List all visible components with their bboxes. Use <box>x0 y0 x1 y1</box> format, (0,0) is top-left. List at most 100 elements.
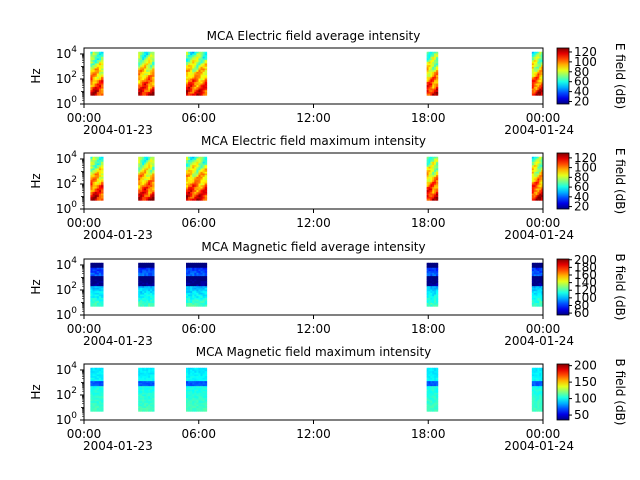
spectrogram-cell <box>537 190 540 193</box>
spectrogram-cell <box>192 407 195 410</box>
spectrogram-cell <box>426 389 429 392</box>
spectrogram-cell <box>192 287 195 290</box>
spectrogram-cell <box>192 379 195 382</box>
spectrogram-cell <box>192 63 195 66</box>
spectrogram-cell <box>430 282 433 285</box>
spectrogram-cell <box>428 166 431 169</box>
spectrogram-cell <box>140 185 143 188</box>
spectrogram-cell <box>537 297 540 300</box>
spectrogram-cell <box>94 178 98 181</box>
spectrogram-cell <box>537 90 540 93</box>
spectrogram-cell <box>426 165 429 168</box>
spectrogram-cell <box>198 274 201 277</box>
spectrogram-cell <box>202 266 206 269</box>
spectrogram-cell <box>144 286 147 289</box>
spectrogram-cell <box>202 65 206 68</box>
spectrogram-cell <box>186 198 189 201</box>
spectrogram-cell <box>196 176 199 179</box>
spectrogram-cell <box>140 264 143 267</box>
spectrogram-cell <box>150 171 153 174</box>
spectrogram-cell <box>428 188 431 191</box>
spectrogram-cell <box>190 367 193 370</box>
spectrogram-cell <box>186 389 189 392</box>
spectrogram-cell <box>188 264 191 267</box>
spectrogram-cell <box>198 402 201 405</box>
spectrogram-cell <box>196 292 199 295</box>
spectrogram-cell <box>192 171 195 174</box>
spectrogram-cell <box>533 76 536 79</box>
spectrogram-cell <box>138 78 141 81</box>
spectrogram-cell <box>200 382 203 385</box>
spectrogram-cell <box>204 286 208 289</box>
spectrogram-cell <box>202 60 206 63</box>
spectrogram-cell <box>426 198 429 201</box>
spectrogram-cell <box>198 389 201 392</box>
spectrogram-cell <box>531 287 535 290</box>
spectrogram-cell <box>144 188 147 191</box>
spectrogram-cell <box>541 196 544 199</box>
spectrogram-cell <box>92 63 96 66</box>
spectrogram-cell <box>94 158 98 161</box>
spectrogram-cell <box>101 196 104 199</box>
spectrogram-cell <box>192 272 195 275</box>
spectrogram-cell <box>188 161 191 164</box>
spectrogram-cell <box>202 389 206 392</box>
spectrogram-cell <box>200 287 203 290</box>
spectrogram-cell <box>140 387 143 390</box>
spectrogram-cell <box>186 376 189 379</box>
spectrogram-cell <box>533 93 536 96</box>
spectrogram-cell <box>533 264 536 267</box>
spectrogram-cell <box>142 267 145 270</box>
spectrogram-cell <box>539 158 542 161</box>
spectrogram-cell <box>430 65 433 68</box>
spectrogram-cell <box>531 53 535 56</box>
spectrogram-cell <box>152 160 155 163</box>
spectrogram-cell <box>142 170 145 173</box>
spectrogram-cell <box>188 406 191 409</box>
spectrogram-cell <box>202 279 206 282</box>
spectrogram-cell <box>140 80 143 83</box>
spectrogram-cell <box>533 66 536 69</box>
spectrogram-cell <box>196 61 199 64</box>
spectrogram-cell <box>186 384 189 387</box>
spectrogram-cell <box>428 83 431 86</box>
spectrogram-cell <box>98 73 102 76</box>
spectrogram-cell <box>430 71 433 74</box>
spectrogram-cell <box>148 83 151 86</box>
spectrogram-cell <box>541 269 544 272</box>
spectrogram-cell <box>537 401 540 404</box>
spectrogram-cell <box>430 86 433 89</box>
spectrogram-cell <box>142 266 145 269</box>
colorbar-tick-label: 180 <box>574 260 597 274</box>
spectrogram-cell <box>188 294 191 297</box>
spectrogram-cell <box>533 81 536 84</box>
spectrogram-cell <box>198 379 201 382</box>
spectrogram-cell <box>150 391 153 394</box>
data-block <box>138 51 155 96</box>
spectrogram-cell <box>94 193 98 196</box>
spectrogram-cell <box>98 272 102 275</box>
spectrogram-cell <box>190 372 193 375</box>
spectrogram-cell <box>535 81 538 84</box>
spectrogram-cell <box>202 282 206 285</box>
spectrogram-cell <box>535 55 538 58</box>
spectrogram-cell <box>188 291 191 294</box>
spectrogram-cell <box>430 161 433 164</box>
spectrogram-cell <box>186 301 189 304</box>
spectrogram-cell <box>140 296 143 299</box>
spectrogram-cell <box>138 276 141 279</box>
spectrogram-cell <box>204 391 208 394</box>
spectrogram-cell <box>94 63 98 66</box>
y-tick-label: 102 <box>56 175 77 191</box>
spectrogram-cell <box>186 156 189 159</box>
spectrogram-cell <box>200 389 203 392</box>
spectrogram-cell <box>539 160 542 163</box>
spectrogram-cell <box>188 66 191 69</box>
spectrogram-cell <box>535 88 538 91</box>
spectrogram-cell <box>541 291 544 294</box>
spectrogram-cell <box>430 160 433 163</box>
spectrogram-cell <box>144 277 147 280</box>
spectrogram-cell <box>537 286 540 289</box>
spectrogram-cell <box>101 88 104 91</box>
spectrogram-cell <box>541 71 544 74</box>
